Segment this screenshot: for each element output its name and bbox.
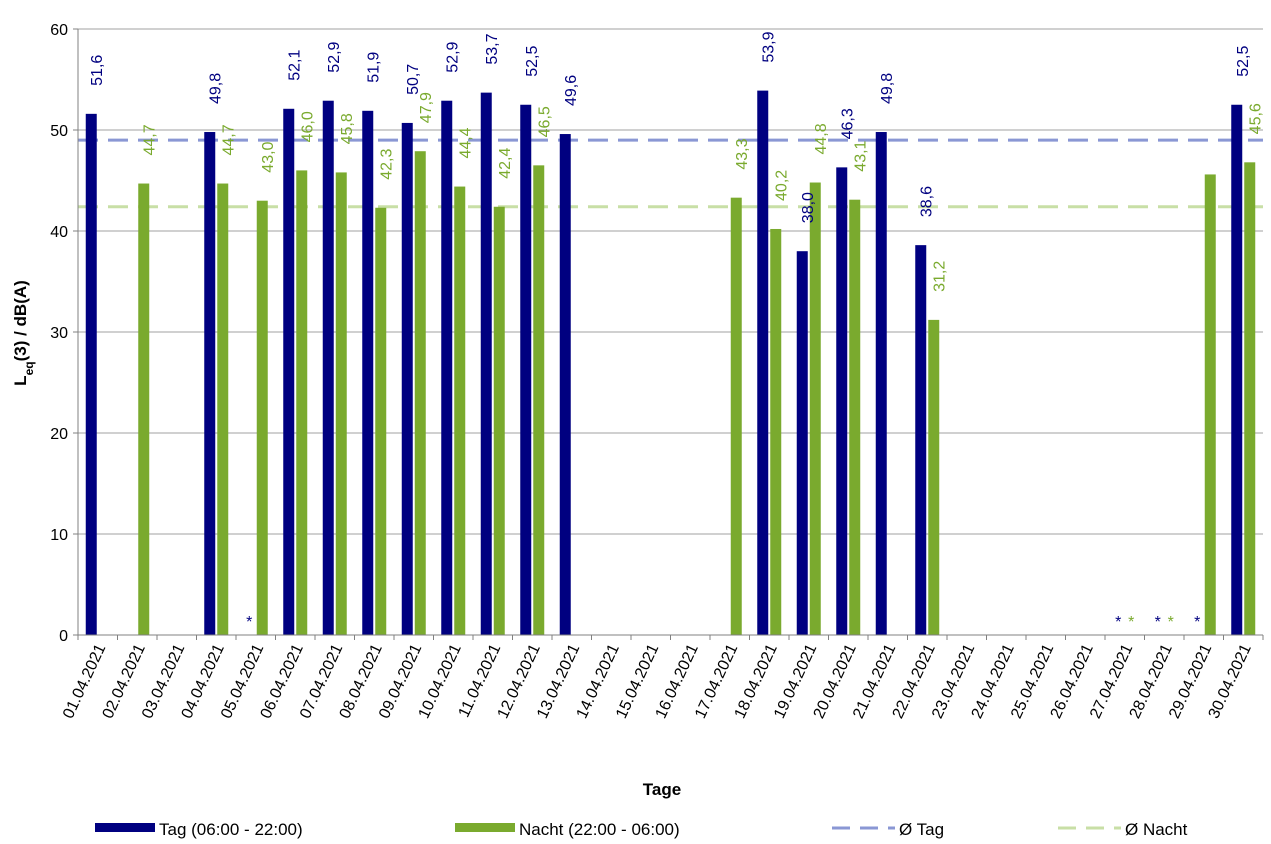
missing-marker: * bbox=[1155, 614, 1161, 631]
data-label: 49,8 bbox=[208, 73, 225, 104]
missing-marker: * bbox=[246, 614, 252, 631]
data-label: 49,8 bbox=[879, 73, 896, 104]
data-label: 51,9 bbox=[366, 52, 383, 83]
data-label: 46,3 bbox=[840, 108, 857, 139]
missing-marker: * bbox=[1168, 614, 1174, 631]
bars bbox=[85, 90, 1256, 636]
bar bbox=[559, 134, 571, 636]
bar bbox=[757, 90, 769, 636]
bar bbox=[414, 151, 426, 635]
data-label: 51,6 bbox=[89, 55, 106, 86]
missing-marker: * bbox=[1194, 614, 1200, 631]
bar bbox=[493, 206, 505, 635]
bar bbox=[401, 122, 413, 636]
data-label: 47,9 bbox=[418, 92, 435, 123]
bar bbox=[1244, 162, 1256, 635]
bar bbox=[441, 100, 453, 635]
y-tick-labels: 0 10 20 30 40 50 60 bbox=[50, 22, 68, 645]
bar bbox=[770, 228, 782, 636]
data-label: 49,6 bbox=[563, 75, 580, 106]
bar bbox=[283, 108, 295, 636]
bar bbox=[796, 251, 808, 635]
y-tick-label: 10 bbox=[50, 527, 68, 544]
bar bbox=[217, 183, 229, 635]
y-axis-title-rest: (3) / dB(A) bbox=[11, 280, 30, 361]
data-label: 52,5 bbox=[524, 46, 541, 77]
legend-label-avg-tag: Ø Tag bbox=[899, 820, 944, 839]
data-label: 43,0 bbox=[260, 141, 277, 172]
y-axis-title: Leq(3) / dB(A) bbox=[11, 280, 36, 386]
bar bbox=[875, 132, 887, 635]
data-label: 52,9 bbox=[445, 41, 462, 72]
average-lines bbox=[78, 138, 1263, 209]
y-tick-label: 20 bbox=[50, 426, 68, 443]
y-tick-label: 30 bbox=[50, 325, 68, 342]
bar bbox=[730, 197, 742, 636]
data-label: 42,3 bbox=[379, 149, 396, 180]
legend-label-nacht: Nacht (22:00 - 06:00) bbox=[519, 820, 680, 839]
bar bbox=[256, 200, 268, 635]
bar bbox=[533, 165, 545, 635]
bar bbox=[1204, 174, 1216, 635]
data-label: 43,1 bbox=[853, 140, 870, 171]
bar bbox=[362, 110, 374, 635]
bar bbox=[1231, 104, 1243, 635]
missing-marker: * bbox=[1115, 614, 1121, 631]
data-labels: 51,6 49,8 * 52,1 52,9 51,9 50,7 52,9 53,7 52,5 49,… bbox=[89, 31, 1265, 631]
data-label: 44,7 bbox=[142, 124, 159, 155]
bar bbox=[322, 100, 334, 635]
data-label: 52,5 bbox=[1235, 46, 1252, 77]
data-label: 45,8 bbox=[339, 113, 356, 144]
data-label: 46,0 bbox=[300, 111, 317, 142]
data-label: 44,8 bbox=[813, 123, 830, 154]
data-label: 44,7 bbox=[221, 124, 238, 155]
data-label: 44,4 bbox=[458, 127, 475, 158]
data-label: 40,2 bbox=[774, 170, 791, 201]
data-label: 38,6 bbox=[919, 186, 936, 217]
data-label: 42,4 bbox=[497, 148, 514, 179]
data-label: 50,7 bbox=[405, 64, 422, 95]
bar bbox=[480, 92, 492, 635]
axes bbox=[73, 28, 1264, 640]
bar bbox=[138, 183, 150, 635]
legend-swatch-tag bbox=[95, 823, 155, 832]
data-label: 38,0 bbox=[800, 192, 817, 223]
data-label: 45,6 bbox=[1248, 103, 1265, 134]
legend-label-tag: Tag (06:00 - 22:00) bbox=[159, 820, 303, 839]
y-tick-label: 60 bbox=[50, 22, 68, 39]
missing-marker: * bbox=[1128, 614, 1134, 631]
gridlines bbox=[78, 28, 1263, 535]
data-label: 52,9 bbox=[326, 41, 343, 72]
y-tick-label: 0 bbox=[59, 628, 68, 645]
bar bbox=[204, 132, 216, 635]
bar bbox=[335, 172, 347, 636]
x-axis-title: Tage bbox=[643, 780, 681, 799]
bar bbox=[849, 199, 861, 635]
data-label: 46,5 bbox=[537, 106, 554, 137]
data-label: 31,2 bbox=[932, 261, 949, 292]
y-tick-label: 50 bbox=[50, 123, 68, 140]
y-tick-label: 40 bbox=[50, 224, 68, 241]
legend-swatch-nacht bbox=[455, 823, 515, 832]
bar bbox=[375, 207, 387, 635]
legend-label-avg-nacht: Ø Nacht bbox=[1125, 820, 1188, 839]
y-axis-title-sub: eq bbox=[22, 361, 36, 375]
bar bbox=[836, 167, 848, 635]
bar bbox=[454, 186, 466, 635]
data-label: 53,9 bbox=[761, 31, 778, 62]
bar bbox=[928, 319, 940, 635]
bar bbox=[915, 245, 927, 635]
bar bbox=[520, 104, 532, 635]
data-label: 52,1 bbox=[287, 50, 304, 81]
data-label: 43,3 bbox=[734, 138, 751, 169]
data-label: 53,7 bbox=[484, 33, 501, 64]
legend: Tag (06:00 - 22:00) Nacht (22:00 - 06:00… bbox=[95, 820, 1188, 839]
bar bbox=[85, 113, 97, 636]
y-axis-title-main: L bbox=[11, 375, 30, 385]
bar bbox=[296, 170, 308, 635]
x-tick-labels: 01.04.202102.04.202103.04.202104.04.2021… bbox=[60, 641, 1255, 721]
bar bbox=[809, 182, 821, 635]
